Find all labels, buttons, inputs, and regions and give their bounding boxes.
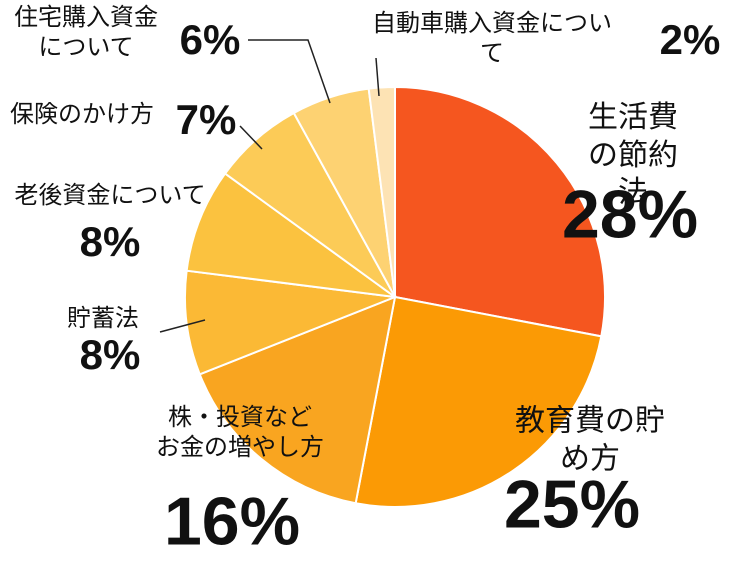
chart: 生活費の節約法 28% 教育費の貯め方 25% 株・投資など お金の増やし方 16% 貯蓄法…	[10, 3, 721, 560]
pie-slice	[394, 85, 606, 338]
category-label: 株・投資など お金の増やし方	[156, 403, 324, 461]
pie-slice	[185, 172, 396, 298]
value-label: 7%	[175, 95, 237, 143]
category-label: 老後資金について	[14, 181, 206, 209]
value-label: 28%	[561, 176, 699, 253]
pie-slice	[184, 269, 396, 376]
leader-line	[248, 39, 331, 104]
pie-slice	[354, 295, 603, 508]
category-label: 生活費の節約法	[588, 99, 678, 210]
pie-slice	[198, 295, 397, 505]
value-label: 8%	[79, 217, 141, 265]
value-label: 2%	[659, 15, 721, 63]
category-label: 保険のかけ方	[10, 100, 154, 128]
pie-chart	[159, 39, 606, 508]
value-label: 6%	[179, 15, 241, 63]
leader-lines	[159, 39, 380, 333]
leader-line	[375, 57, 380, 97]
leader-line	[239, 125, 263, 150]
category-label: 住宅購入資金 について	[14, 3, 158, 61]
slices	[184, 85, 606, 508]
value-label: 16%	[163, 483, 301, 560]
category-label: 教育費の貯め方	[515, 403, 665, 477]
category-label: 自動車購入資金について	[372, 9, 612, 67]
value-label: 8%	[79, 330, 141, 378]
leader-line	[159, 319, 206, 333]
pie-slice	[367, 85, 396, 298]
value-label: 25%	[503, 466, 641, 543]
category-label: 貯蓄法	[67, 304, 139, 332]
